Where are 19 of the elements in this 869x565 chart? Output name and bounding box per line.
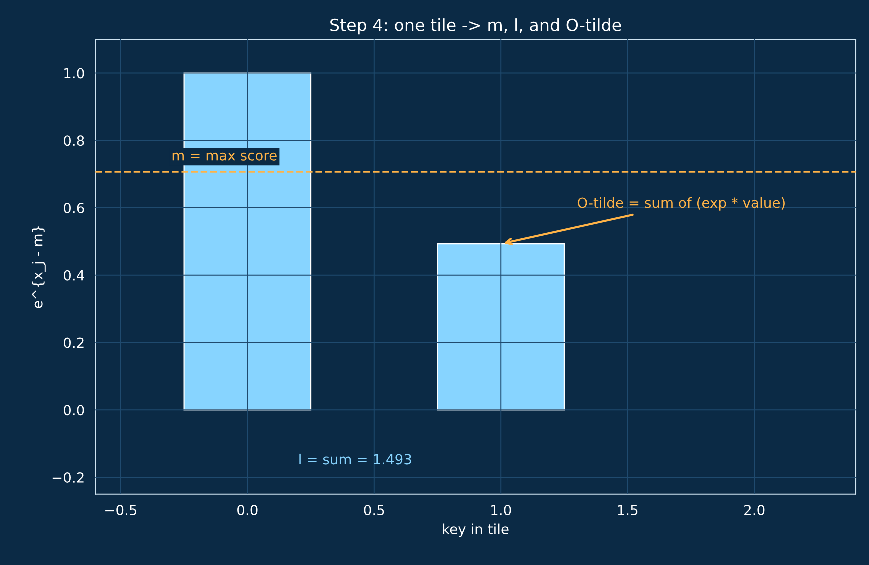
y-tick-label: 0.2 [64,338,84,348]
ref-line-label: m = max score [172,152,277,161]
annotation: O-tilde = sum of (exp * value) [578,197,785,211]
x-tick-label: −0.5 [106,505,137,516]
y-axis-title: e^{x_j - m} [32,226,46,308]
x-axis-title: key in tile [443,524,509,538]
x-tick-label: 0.5 [364,505,384,516]
y-tick-label: 0.8 [64,136,84,146]
annotation: l = sum = 1.493 [300,454,412,465]
chart-title: Step 4: one tile -> m, l, and O-tilde [330,18,622,35]
y-tick-label: 0.0 [64,405,84,416]
x-tick-label: 1.5 [618,505,638,516]
x-tick-label: 2.0 [744,505,765,516]
y-tick-label: −0.2 [52,472,84,484]
x-tick-label: 0.0 [238,505,258,516]
y-tick-label: 0.4 [64,270,84,281]
x-tick-label: 1.0 [492,505,512,516]
y-tick-label: 0.6 [64,202,84,214]
y-tick-label: 1.0 [64,68,84,79]
